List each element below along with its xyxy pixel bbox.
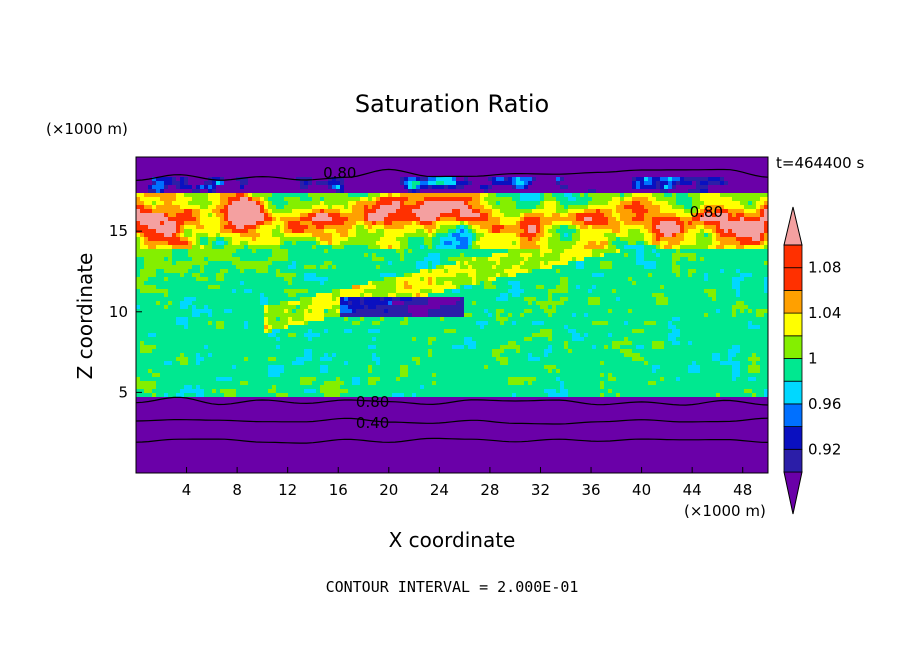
contour-label: 0.80 xyxy=(323,164,356,182)
x-axis-ticks: 4 8 12 16 20 24 28 32 36 40 44 48 xyxy=(182,467,752,499)
colorbar: 0.92 0.96 1 1.04 1.08 xyxy=(783,206,841,515)
y-tick-label: 15 xyxy=(109,222,128,240)
colorbar-label: 0.96 xyxy=(808,395,841,413)
x-tick-label: 20 xyxy=(379,481,398,499)
contour-label: 0.80 xyxy=(690,203,723,221)
y-axis-ticks: 5 10 15 xyxy=(109,222,142,401)
colorbar-box xyxy=(783,312,803,337)
x-tick-label: 32 xyxy=(531,481,550,499)
x-tick-label: 4 xyxy=(182,481,192,499)
x-tick-label: 8 xyxy=(232,481,242,499)
saturation-field xyxy=(136,157,768,473)
colorbar-extend-high xyxy=(783,206,803,246)
y-unit-label: (×1000 m) xyxy=(46,120,128,138)
contour-labels: 0.80 0.80 0.80 0.40 xyxy=(323,164,723,432)
x-tick-label: 36 xyxy=(581,481,600,499)
colorbar-extend-low xyxy=(783,471,803,515)
x-tick-label: 12 xyxy=(278,481,297,499)
chart-title: Saturation Ratio xyxy=(355,90,549,118)
colorbar-box xyxy=(783,380,803,405)
x-axis-title: X coordinate xyxy=(389,528,516,552)
colorbar-label: 0.92 xyxy=(808,440,841,458)
plot-frame xyxy=(135,156,769,474)
x-tick-label: 24 xyxy=(430,481,449,499)
y-tick-label: 10 xyxy=(109,303,128,321)
colorbar-box xyxy=(783,244,803,269)
colorbar-box xyxy=(783,403,803,427)
colorbar-label: 1 xyxy=(808,350,818,368)
colorbar-box xyxy=(783,289,803,314)
x-tick-label: 16 xyxy=(329,481,348,499)
y-tick-label: 5 xyxy=(118,383,128,401)
colorbar-box xyxy=(783,358,803,382)
colorbar-label: 1.08 xyxy=(808,259,841,277)
x-tick-label: 28 xyxy=(480,481,499,499)
x-tick-label: 40 xyxy=(632,481,651,499)
colorbar-box xyxy=(783,448,803,473)
x-tick-label: 48 xyxy=(733,481,752,499)
colorbar-box xyxy=(783,426,803,450)
contour-label: 0.80 xyxy=(356,393,389,411)
y-axis-title: Z coordinate xyxy=(73,253,97,380)
x-unit-label: (×1000 m) xyxy=(684,502,766,520)
colorbar-label: 1.04 xyxy=(808,304,841,322)
contour-label: 0.40 xyxy=(356,414,389,432)
colorbar-box xyxy=(783,267,803,291)
x-tick-label: 44 xyxy=(683,481,702,499)
colorbar-box xyxy=(783,335,803,359)
contour-interval-note: CONTOUR INTERVAL = 2.000E-01 xyxy=(326,578,579,596)
time-label: t=464400 s xyxy=(776,154,864,172)
